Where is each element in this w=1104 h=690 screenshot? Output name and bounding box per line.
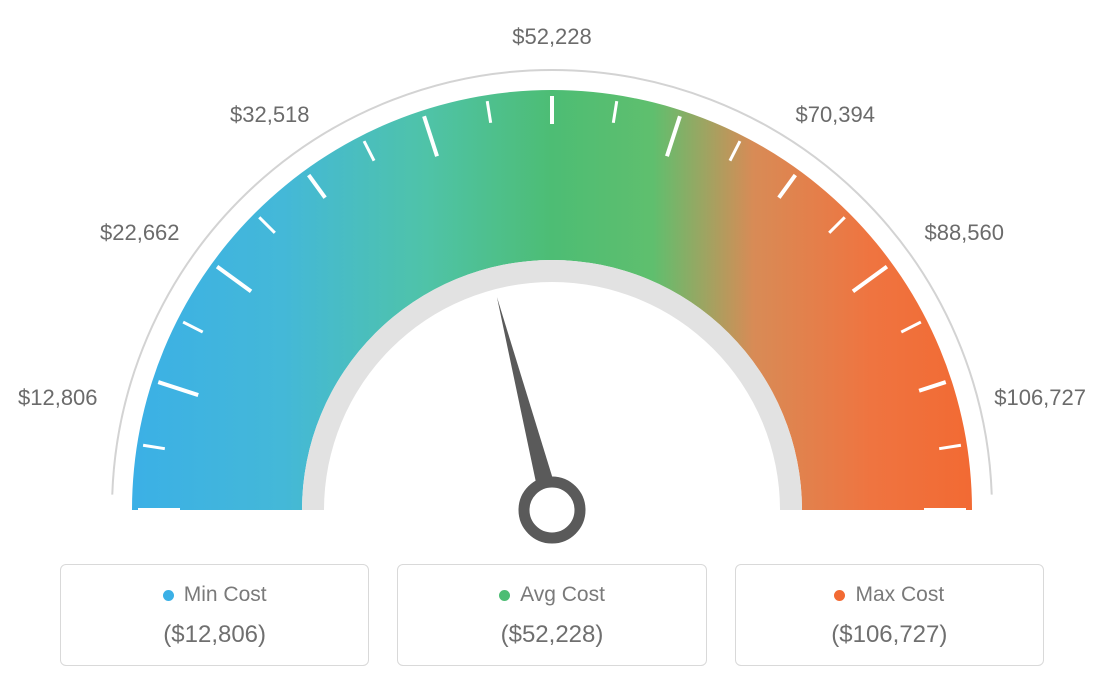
gauge-tick-label: $88,560 — [924, 220, 1004, 246]
gauge-chart-container: $12,806 $22,662 $32,518 $52,228 $70,394 $88,5… — [0, 0, 1104, 690]
gauge-tick-label: $106,727 — [994, 385, 1086, 411]
gauge-tick-label: $32,518 — [230, 102, 310, 128]
legend-label-min: Min Cost — [184, 583, 267, 607]
dot-icon-max — [834, 590, 845, 601]
legend-title-min: Min Cost — [163, 583, 267, 607]
legend-value-avg: ($52,228) — [408, 621, 695, 649]
legend-title-avg: Avg Cost — [499, 583, 605, 607]
legend-card-min: Min Cost ($12,806) — [60, 564, 369, 666]
gauge-tick-label: $22,662 — [100, 220, 180, 246]
gauge-svg — [0, 10, 1104, 570]
legend-card-max: Max Cost ($106,727) — [735, 564, 1044, 666]
gauge-area: $12,806 $22,662 $32,518 $52,228 $70,394 $88,5… — [0, 10, 1104, 550]
legend-title-max: Max Cost — [834, 583, 944, 607]
gauge-tick-label: $70,394 — [795, 102, 875, 128]
legend-value-max: ($106,727) — [746, 621, 1033, 649]
legend-value-min: ($12,806) — [71, 621, 358, 649]
legend-label-avg: Avg Cost — [520, 583, 605, 607]
gauge-colored-arc — [132, 90, 972, 510]
gauge-tick-label: $12,806 — [18, 385, 98, 411]
legend-row: Min Cost ($12,806) Avg Cost ($52,228) Ma… — [60, 564, 1044, 666]
legend-card-avg: Avg Cost ($52,228) — [397, 564, 706, 666]
dot-icon-min — [163, 590, 174, 601]
gauge-tick-label: $52,228 — [512, 24, 592, 50]
gauge-needle-hub — [524, 482, 580, 538]
legend-label-max: Max Cost — [855, 583, 944, 607]
dot-icon-avg — [499, 590, 510, 601]
